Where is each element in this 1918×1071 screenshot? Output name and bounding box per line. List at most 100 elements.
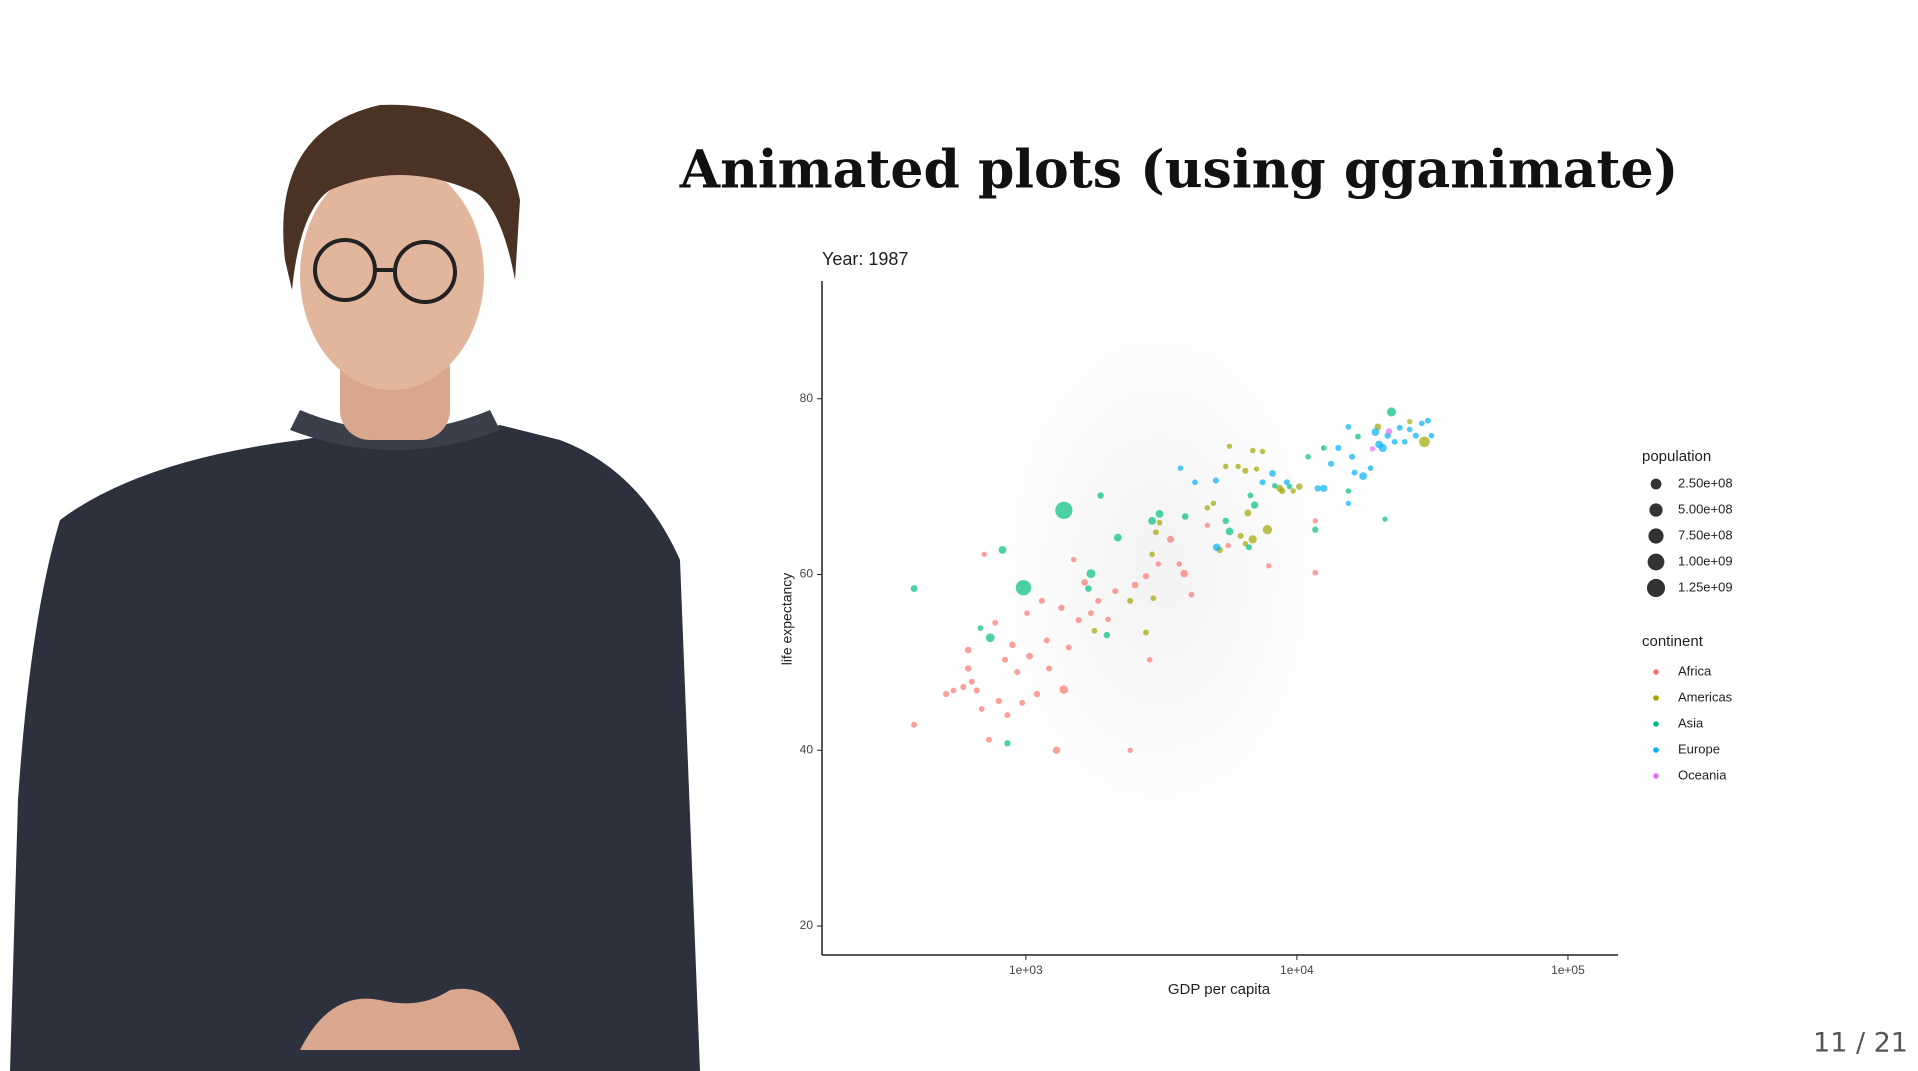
data-point (1091, 627, 1098, 634)
data-point (985, 633, 995, 643)
size-legend-label: 2.50e+08 (1678, 475, 1733, 490)
data-point (1146, 657, 1153, 663)
data-point (1378, 443, 1387, 453)
data-point (1250, 501, 1259, 509)
data-point (1348, 453, 1356, 460)
size-legend-label: 1.25e+09 (1678, 579, 1733, 594)
legend-label: Asia (1678, 715, 1704, 730)
color-legend-key (1653, 773, 1659, 779)
data-point (1269, 470, 1276, 477)
data-point (1345, 424, 1352, 430)
data-point (1407, 418, 1413, 425)
data-point (1351, 469, 1358, 476)
data-point (986, 736, 992, 743)
y-tick-label: 40 (800, 742, 814, 756)
data-point (998, 545, 1007, 554)
data-point (1314, 485, 1321, 492)
data-point (1059, 685, 1069, 694)
data-point (1002, 656, 1009, 663)
data-point (1279, 487, 1286, 495)
data-point (1244, 509, 1252, 517)
data-point (1335, 444, 1342, 452)
data-point (1204, 504, 1211, 511)
data-point (1247, 492, 1254, 499)
data-point (1283, 479, 1290, 486)
data-point (1097, 492, 1104, 499)
data-point (1320, 484, 1328, 492)
data-point (995, 697, 1002, 705)
data-point (1088, 610, 1094, 617)
data-point (1226, 443, 1233, 449)
data-point (1052, 746, 1061, 754)
data-point (1222, 517, 1229, 525)
data-point (1015, 579, 1032, 596)
data-point (1320, 445, 1327, 451)
size-legend-label: 5.00e+08 (1678, 501, 1733, 516)
data-point (1225, 542, 1231, 549)
data-point (1055, 501, 1073, 519)
size-legend-key (1649, 503, 1663, 517)
data-point (1369, 446, 1376, 452)
data-point (1188, 591, 1195, 598)
data-point (1355, 433, 1361, 440)
data-point (1113, 533, 1122, 542)
presenter (10, 104, 700, 1071)
data-point (1155, 509, 1164, 518)
data-point (1142, 573, 1150, 580)
data-point (1192, 479, 1198, 486)
color-legend-key (1653, 721, 1659, 727)
data-point (1327, 460, 1335, 467)
data-point (1095, 597, 1102, 604)
data-point (1259, 448, 1266, 455)
data-point (1210, 500, 1217, 507)
x-tick-label: 1e+03 (1009, 963, 1043, 977)
data-point (1004, 740, 1011, 747)
data-point (960, 683, 967, 690)
data-point (1237, 532, 1244, 539)
data-point (973, 687, 980, 694)
data-point (1065, 644, 1072, 651)
data-point (1085, 585, 1092, 592)
data-point (1272, 482, 1278, 489)
data-point (1167, 535, 1175, 543)
page-number: 11 / 21 (1813, 1028, 1908, 1059)
data-point (1181, 513, 1189, 520)
data-point (950, 687, 957, 694)
data-point (1033, 690, 1041, 698)
data-point (910, 585, 918, 593)
data-point (1075, 617, 1082, 624)
data-point (1225, 527, 1234, 536)
size-legend-label: 1.00e+09 (1678, 553, 1733, 568)
data-point (968, 678, 975, 685)
y-tick-label: 60 (800, 567, 814, 581)
data-point (1180, 569, 1188, 578)
data-point (1058, 604, 1065, 611)
data-point (1248, 535, 1257, 544)
data-point (1235, 463, 1241, 470)
data-point (1086, 569, 1096, 578)
data-point (1249, 447, 1256, 454)
legend-label: Oceania (1678, 767, 1727, 782)
slide-title: Animated plots (using gganimate) (679, 140, 1679, 201)
data-point (1177, 465, 1184, 471)
data-point (1026, 652, 1033, 660)
data-point (1371, 428, 1380, 437)
data-point (1155, 561, 1161, 567)
data-point (1043, 637, 1050, 644)
data-point (1253, 466, 1260, 472)
data-point (1070, 556, 1077, 563)
data-point (1424, 417, 1431, 424)
data-point (1290, 488, 1296, 494)
data-point (992, 619, 999, 626)
data-point (1150, 595, 1157, 602)
data-point (1305, 453, 1311, 460)
color-legend-title: continent (1642, 633, 1704, 650)
data-point (1418, 420, 1425, 427)
data-point (1204, 522, 1210, 528)
data-point (1259, 479, 1266, 486)
data-point (1419, 436, 1430, 448)
data-point (1242, 541, 1249, 547)
color-legend-key (1653, 747, 1659, 753)
data-point (977, 625, 984, 631)
size-legend-key (1646, 578, 1666, 598)
